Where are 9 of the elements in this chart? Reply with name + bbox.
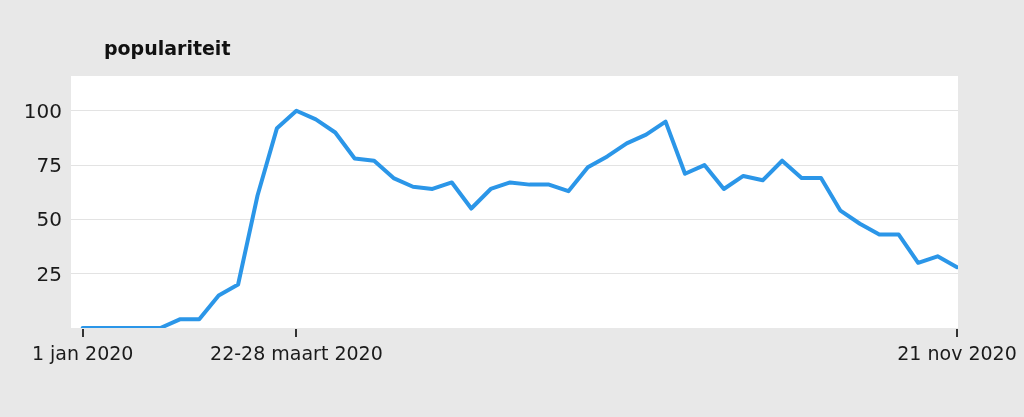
x-tick-label: 22-28 maart 2020 [210,341,383,364]
y-tick-label: 100 [23,98,62,123]
chart-title: populariteit [103,36,231,59]
y-tick-label: 75 [36,153,62,178]
x-tick-label: 21 nov 2020 [897,341,1017,364]
y-tick-label: 50 [36,207,62,232]
y-tick-label: 25 [36,261,62,286]
x-tick-label: 1 jan 2020 [31,341,134,364]
line-series [80,108,958,328]
